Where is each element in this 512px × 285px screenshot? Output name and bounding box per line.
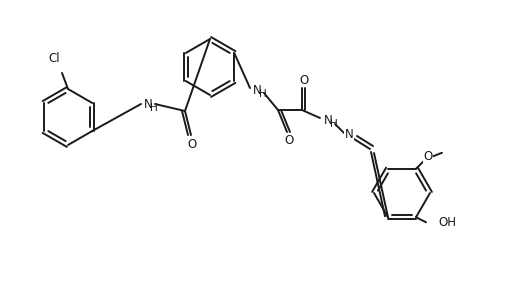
Text: OH: OH xyxy=(438,216,456,229)
Text: H: H xyxy=(259,89,267,99)
Text: O: O xyxy=(284,133,293,146)
Text: Cl: Cl xyxy=(48,52,60,65)
Text: N: N xyxy=(324,113,332,127)
Text: N: N xyxy=(345,129,353,141)
Text: O: O xyxy=(423,150,433,163)
Text: O: O xyxy=(300,74,309,87)
Text: N: N xyxy=(252,84,261,97)
Text: N: N xyxy=(144,97,153,111)
Text: H: H xyxy=(330,119,338,129)
Text: O: O xyxy=(187,137,197,150)
Text: H: H xyxy=(150,103,158,113)
